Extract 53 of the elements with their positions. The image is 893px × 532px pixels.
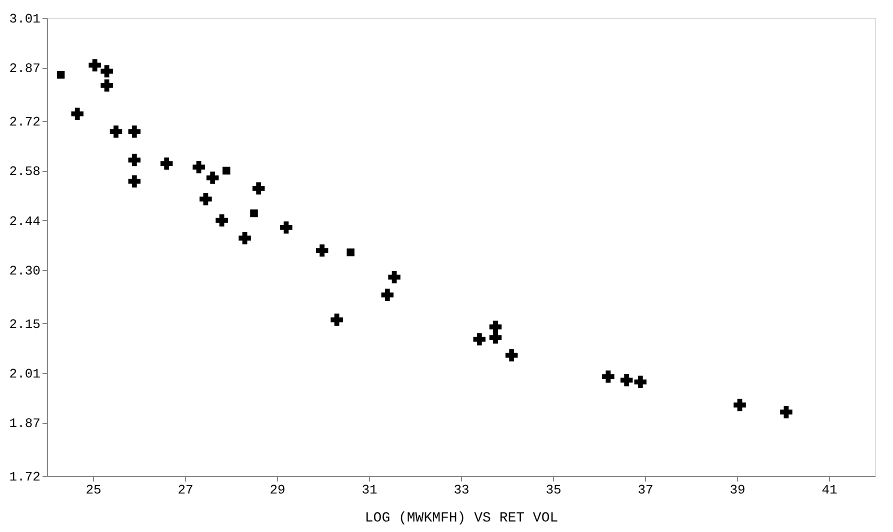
point xyxy=(128,175,141,188)
point xyxy=(602,370,614,383)
x-axis-title: LOG (MWKMFH) VS RET VOL xyxy=(364,510,558,526)
point xyxy=(100,65,113,78)
point xyxy=(780,406,792,418)
y-tick-label: 2.15 xyxy=(9,316,40,332)
point xyxy=(128,154,141,166)
point xyxy=(110,125,122,138)
x-tick-label: 39 xyxy=(730,482,746,498)
point xyxy=(88,59,101,72)
x-tick-label: 35 xyxy=(546,482,562,498)
point xyxy=(505,349,518,362)
point xyxy=(206,172,219,184)
x-tick-label: 41 xyxy=(822,482,838,498)
point xyxy=(100,79,113,92)
point xyxy=(346,248,354,256)
x-tick-label: 29 xyxy=(270,482,286,498)
point xyxy=(216,214,228,226)
point xyxy=(238,232,251,244)
x-tick-label: 31 xyxy=(362,482,378,498)
point xyxy=(473,333,486,346)
point xyxy=(250,209,258,218)
y-tick-label: 2.01 xyxy=(9,366,41,382)
point xyxy=(200,192,212,206)
y-tick-label: 2.87 xyxy=(9,61,40,76)
point xyxy=(330,314,343,326)
point xyxy=(489,320,502,334)
y-tick-label: 2.44 xyxy=(9,214,41,229)
point xyxy=(192,160,205,174)
point xyxy=(620,374,633,386)
point xyxy=(128,125,141,138)
point xyxy=(381,288,394,302)
x-tick-label: 37 xyxy=(638,482,654,498)
point xyxy=(222,166,230,175)
y-tick-label: 3.01 xyxy=(9,12,41,26)
y-tick-label: 1.72 xyxy=(9,470,40,484)
y-tick-label: 2.30 xyxy=(9,264,40,279)
x-tick-label: 25 xyxy=(86,482,102,498)
y-tick-label: 1.87 xyxy=(9,416,40,432)
point xyxy=(489,331,502,344)
point xyxy=(388,271,400,284)
point xyxy=(316,244,328,257)
y-tick-label: 2.72 xyxy=(9,114,40,130)
point xyxy=(160,157,173,170)
point xyxy=(71,108,84,120)
y-tick-label: 2.58 xyxy=(9,164,40,180)
x-tick-label: 33 xyxy=(454,482,470,498)
point xyxy=(634,376,647,388)
point xyxy=(734,398,746,412)
x-tick-label: 27 xyxy=(178,482,194,498)
point xyxy=(56,70,65,79)
point xyxy=(280,221,292,234)
point xyxy=(252,182,265,195)
